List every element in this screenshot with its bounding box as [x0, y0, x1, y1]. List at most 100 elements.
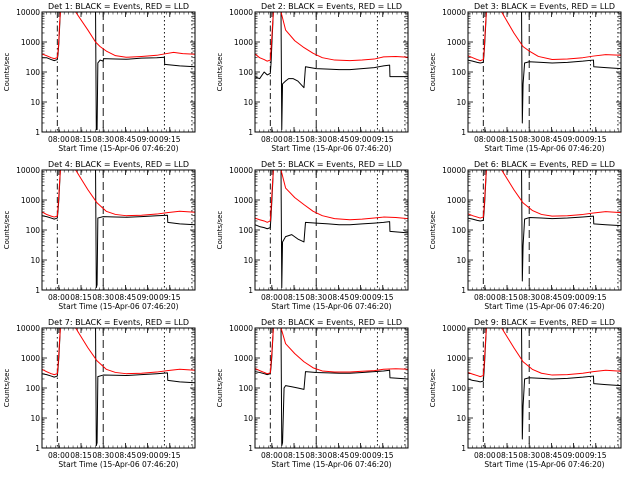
events-line [42, 12, 195, 131]
x-tick-label: 08:30 [518, 451, 540, 460]
x-tick-label: 09:15 [585, 293, 607, 302]
y-tick-label: 10000 [16, 324, 40, 333]
events-line [255, 170, 408, 289]
plot-frame [467, 327, 622, 449]
x-tick-label: 08:45 [115, 135, 137, 144]
x-axis-label: Start Time (15-Apr-06 07:46:20) [58, 144, 178, 153]
plot-frame [467, 169, 622, 291]
x-tick-label: 09:15 [585, 135, 607, 144]
series-group [255, 328, 408, 447]
y-tick-label: 1000 [21, 354, 40, 363]
lld-line [42, 12, 195, 60]
x-tick-label: 08:30 [305, 293, 327, 302]
panel-title: Det 1: BLACK = Events, RED = LLD [48, 2, 189, 11]
y-axis-label: Counts/sec [216, 53, 224, 92]
series-group [255, 170, 408, 289]
x-tick-label: 08:45 [541, 135, 563, 144]
x-tick-label: 08:15 [70, 135, 92, 144]
x-tick-label: 08:15 [496, 293, 518, 302]
y-tick-label: 10 [243, 98, 253, 107]
y-tick-label: 1000 [447, 196, 466, 205]
x-tick-label: 08:30 [92, 451, 114, 460]
x-axis-label: Start Time (15-Apr-06 07:46:20) [58, 460, 178, 469]
x-tick-label: 08:30 [518, 135, 540, 144]
x-tick-label: 09:00 [350, 451, 372, 460]
x-tick-label: 09:00 [563, 135, 585, 144]
y-tick-label: 1 [461, 286, 466, 295]
plot-frame [41, 327, 196, 449]
x-axis-label: Start Time (15-Apr-06 07:46:20) [484, 460, 604, 469]
y-tick-label: 100 [26, 384, 41, 393]
lld-line [42, 328, 195, 376]
events-line [468, 12, 621, 124]
x-tick-label: 08:00 [261, 135, 283, 144]
lld-line [468, 328, 621, 378]
x-tick-label: 09:00 [137, 135, 159, 144]
y-tick-label: 10 [30, 256, 40, 265]
y-tick-label: 10000 [229, 166, 253, 175]
series-group [42, 328, 195, 447]
x-tick-label: 09:00 [563, 451, 585, 460]
y-tick-label: 1 [35, 128, 40, 137]
x-tick-label: 08:00 [474, 135, 496, 144]
x-axis-label: Start Time (15-Apr-06 07:46:20) [271, 302, 391, 311]
series-group [42, 12, 195, 131]
panel-det-4: Det 4: BLACK = Events, RED = LLD 1 10 100 10… [3, 160, 196, 311]
x-tick-label: 08:45 [115, 451, 137, 460]
panel-det-1: Det 1: BLACK = Events, RED = LLD 1 10 100 10… [3, 2, 196, 153]
y-tick-label: 1000 [21, 196, 40, 205]
x-axis-label: Start Time (15-Apr-06 07:46:20) [271, 144, 391, 153]
events-line [42, 328, 195, 447]
panel-det-2: Det 2: BLACK = Events, RED = LLD 1 10 100 10… [216, 2, 409, 153]
x-tick-label: 08:15 [496, 451, 518, 460]
x-tick-label: 08:00 [48, 135, 70, 144]
y-tick-label: 10 [30, 414, 40, 423]
panel-det-7: Det 7: BLACK = Events, RED = LLD 1 10 100 10… [3, 318, 196, 469]
y-axis-label: Counts/sec [3, 53, 11, 92]
y-tick-label: 1 [461, 128, 466, 137]
y-tick-label: 10000 [442, 8, 466, 17]
plot-frame [254, 169, 409, 291]
series-group [42, 170, 195, 289]
plot-frame [254, 11, 409, 133]
x-tick-label: 09:15 [372, 135, 394, 144]
x-tick-label: 09:15 [372, 451, 394, 460]
x-tick-label: 09:15 [372, 293, 394, 302]
y-tick-label: 10 [243, 414, 253, 423]
y-tick-label: 1 [248, 444, 253, 453]
x-tick-label: 08:45 [541, 293, 563, 302]
y-tick-label: 1 [248, 286, 253, 295]
lld-line [255, 12, 408, 62]
panel-title: Det 5: BLACK = Events, RED = LLD [261, 160, 402, 169]
x-tick-label: 08:30 [92, 135, 114, 144]
x-tick-label: 09:15 [159, 293, 181, 302]
x-tick-label: 08:30 [518, 293, 540, 302]
y-tick-label: 10000 [229, 8, 253, 17]
x-tick-label: 08:15 [283, 135, 305, 144]
y-axis-label: Counts/sec [429, 369, 437, 408]
panel-det-5: Det 5: BLACK = Events, RED = LLD 1 10 100 10… [216, 160, 409, 311]
panel-title: Det 3: BLACK = Events, RED = LLD [474, 2, 615, 11]
lld-line [255, 328, 408, 375]
y-tick-label: 100 [452, 226, 467, 235]
x-tick-label: 09:00 [563, 293, 585, 302]
panel-det-9: Det 9: BLACK = Events, RED = LLD 1 10 100 10… [429, 318, 622, 469]
y-tick-label: 1 [248, 128, 253, 137]
y-tick-label: 10000 [442, 324, 466, 333]
x-tick-label: 08:45 [328, 451, 350, 460]
y-tick-label: 100 [452, 68, 467, 77]
x-tick-label: 08:00 [474, 451, 496, 460]
events-line [468, 170, 621, 282]
y-axis-label: Counts/sec [3, 211, 11, 250]
panel-det-8: Det 8: BLACK = Events, RED = LLD 1 10 100 10… [216, 318, 409, 469]
x-tick-label: 08:15 [283, 293, 305, 302]
panel-title: Det 2: BLACK = Events, RED = LLD [261, 2, 402, 11]
series-group [255, 12, 408, 131]
panel-det-3: Det 3: BLACK = Events, RED = LLD 1 10 100 10… [429, 2, 622, 153]
y-tick-label: 1 [461, 444, 466, 453]
events-line [255, 328, 408, 447]
plot-frame [467, 11, 622, 133]
x-tick-label: 09:00 [350, 293, 372, 302]
lld-line [255, 170, 408, 223]
